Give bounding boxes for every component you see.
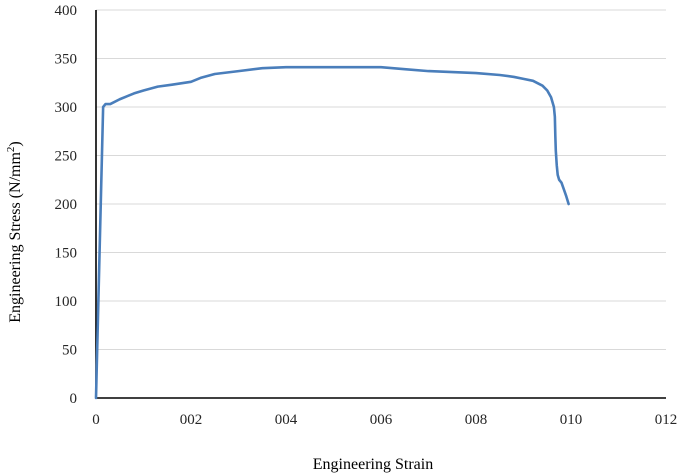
x-tick-label: 0	[92, 412, 100, 428]
x-tick-label: 008	[465, 412, 488, 428]
x-tick-label: 002	[180, 412, 203, 428]
series-line	[94, 65, 570, 400]
y-axis-title: Engineering Stress (N/mm2)	[5, 141, 24, 322]
y-tick-label: 100	[55, 294, 78, 310]
y-tick-label: 50	[62, 343, 77, 359]
x-axis-title: Engineering Strain	[313, 456, 433, 473]
y-tick-label: 150	[55, 246, 78, 262]
gridlines	[96, 9, 666, 350]
y-tick-labels: 0 50 100 150 200 250 300 350 400	[55, 3, 78, 407]
series-layer	[94, 65, 570, 400]
y-tick-label: 200	[55, 197, 78, 213]
y-tick-label: 400	[55, 3, 78, 19]
y-tick-label: 350	[55, 52, 78, 68]
y-tick-label: 250	[55, 149, 78, 165]
y-axis-title-superscript: 2	[5, 147, 17, 153]
axes	[95, 10, 666, 399]
y-axis-title-main: Engineering Stress (N/mm	[7, 152, 24, 323]
x-tick-label: 012	[655, 412, 678, 428]
x-tick-label: 004	[275, 412, 298, 428]
x-tick-label: 010	[560, 412, 583, 428]
y-tick-label: 300	[55, 100, 78, 116]
x-tick-label: 006	[370, 412, 393, 428]
y-tick-label: 0	[70, 391, 78, 407]
y-axis-title-end: )	[7, 141, 24, 146]
x-tick-labels: 0 002 004 006 008 010 012	[92, 412, 677, 428]
